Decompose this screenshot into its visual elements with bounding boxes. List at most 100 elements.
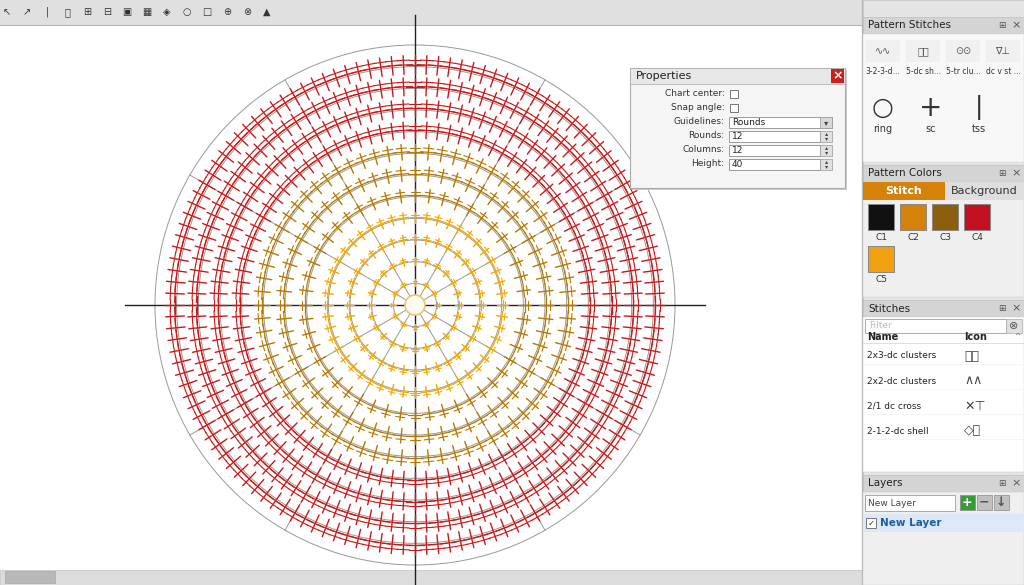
Bar [729,117,833,128]
Text: ↓: ↓ [996,496,1007,509]
Text: Pattern Colors: Pattern Colors [868,168,942,178]
Text: Background: Background [950,186,1018,196]
Text: 12: 12 [732,146,743,155]
Bar [863,492,1024,585]
Text: Stitch: Stitch [886,186,923,196]
Bar [632,70,847,190]
Text: Guidelines:: Guidelines: [674,118,725,126]
Text: 40: 40 [732,160,743,169]
Text: +: + [920,94,943,122]
Text: Layers: Layers [868,479,902,488]
Text: ▦: ▦ [142,7,152,17]
Text: ↗: ↗ [23,7,31,17]
Text: C2: C2 [907,232,919,242]
Bar [863,0,1024,585]
Bar [906,40,940,62]
Text: ▾: ▾ [824,164,827,170]
Text: ring: ring [873,124,893,134]
Bar [863,34,1024,162]
Text: C3: C3 [939,232,951,242]
Text: |: | [975,95,983,121]
Bar [820,159,833,170]
Bar [863,514,1024,532]
Text: ⌒⌒: ⌒⌒ [918,46,929,56]
Bar [0,0,862,25]
Bar [729,131,820,142]
Bar [900,204,926,230]
Text: ∧∧: ∧∧ [965,374,983,387]
Text: New Layer: New Layer [868,498,915,508]
Bar [820,131,833,142]
Bar [865,495,955,511]
Text: −: − [979,496,989,509]
Text: ▾: ▾ [824,118,828,127]
Circle shape [406,295,425,315]
Text: ⊞: ⊞ [998,169,1006,178]
Bar [0,570,862,585]
Text: Properties: Properties [636,71,692,81]
Text: 3-2-3-d...: 3-2-3-d... [865,67,900,76]
Text: □: □ [203,7,212,17]
Text: New Layer: New Layer [880,518,941,528]
Bar [630,68,845,188]
Text: ⊞: ⊞ [998,304,1006,313]
Text: 5-dc sh...: 5-dc sh... [905,67,940,76]
Bar [0,25,862,585]
Bar [1006,319,1022,333]
Text: ∿∿: ∿∿ [874,46,891,56]
Text: ⊞: ⊞ [998,21,1006,30]
Bar [986,40,1020,62]
Text: ⌃: ⌃ [1014,332,1022,342]
Bar [729,145,820,156]
Text: ◈: ◈ [163,7,171,17]
Text: 2x3-dc clusters: 2x3-dc clusters [867,352,936,360]
Text: ×: × [1012,168,1021,178]
Bar [863,475,1024,492]
Bar [863,182,945,200]
Bar [959,495,975,510]
Text: Chart center:: Chart center: [665,90,725,98]
Bar [945,182,1024,200]
Bar [5,571,55,583]
Text: ⊞: ⊞ [998,479,1006,488]
Text: ⌶: ⌶ [65,7,70,17]
Bar [932,204,958,230]
Text: Stitches: Stitches [868,304,910,314]
Text: Height:: Height: [691,160,725,168]
Text: ⊞: ⊞ [83,7,91,17]
Bar [993,495,1009,510]
Bar [946,40,980,62]
Bar [865,319,1006,333]
Text: ⊟: ⊟ [103,7,111,17]
Bar [863,182,1024,297]
Text: 2x2-dc clusters: 2x2-dc clusters [867,377,936,386]
Text: 12: 12 [732,132,743,141]
Text: ○: ○ [872,96,894,120]
Text: ∇⊥: ∇⊥ [995,46,1011,56]
Text: ⊙⊙: ⊙⊙ [954,46,971,56]
Bar [866,40,900,62]
Bar [964,204,990,230]
Text: ✓: ✓ [867,518,874,528]
Text: ×: × [1012,479,1021,488]
Text: ⊕: ⊕ [223,7,231,17]
Text: 2/1 dc cross: 2/1 dc cross [867,401,922,411]
Bar [863,165,1024,182]
Text: dc v st ...: dc v st ... [985,67,1021,76]
Text: Filter: Filter [869,322,892,331]
Text: tss: tss [972,124,986,134]
Text: |: | [45,7,48,17]
Bar [630,68,845,84]
Text: 2-1-2-dc shell: 2-1-2-dc shell [867,426,929,435]
Text: ↖: ↖ [3,7,11,17]
Bar [730,104,738,112]
Text: Snap angle:: Snap angle: [671,104,725,112]
Text: Name: Name [867,332,898,342]
Bar [863,317,1024,472]
Text: Rounds: Rounds [732,118,765,127]
Text: ◇⌒: ◇⌒ [965,425,982,438]
Bar [831,69,844,83]
Bar [868,246,894,272]
Text: ×: × [1012,20,1021,30]
Text: +: + [962,496,973,509]
